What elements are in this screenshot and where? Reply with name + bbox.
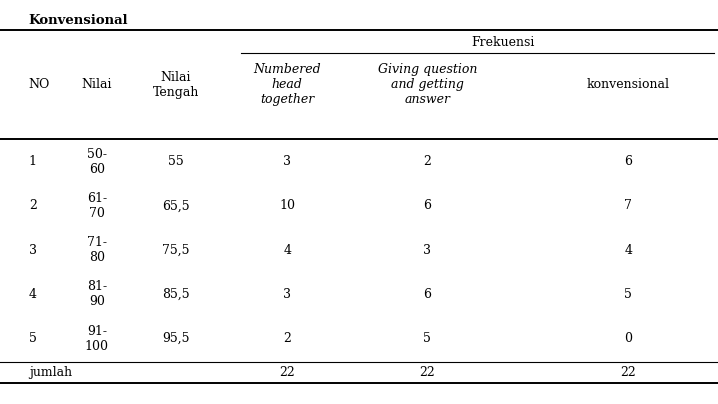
Text: 81-
90: 81- 90: [87, 280, 107, 308]
Text: 4: 4: [624, 244, 633, 257]
Text: 6: 6: [423, 288, 432, 301]
Text: 3: 3: [29, 244, 37, 257]
Text: jumlah: jumlah: [29, 366, 72, 379]
Text: 5: 5: [424, 332, 431, 345]
Text: 5: 5: [29, 332, 37, 345]
Text: 4: 4: [283, 244, 292, 257]
Text: 65,5: 65,5: [162, 199, 190, 212]
Text: 6: 6: [624, 155, 633, 168]
Text: 10: 10: [279, 199, 295, 212]
Text: 22: 22: [279, 366, 295, 379]
Text: 22: 22: [419, 366, 435, 379]
Text: konvensional: konvensional: [587, 78, 670, 91]
Text: Konvensional: Konvensional: [29, 14, 129, 27]
Text: NO: NO: [29, 78, 50, 91]
Text: 91-
100: 91- 100: [85, 325, 109, 353]
Text: Nilai: Nilai: [82, 78, 112, 91]
Text: 2: 2: [29, 199, 37, 212]
Text: 6: 6: [423, 199, 432, 212]
Text: 61-
70: 61- 70: [87, 192, 107, 220]
Text: 7: 7: [625, 199, 632, 212]
Text: Numbered
head
together: Numbered head together: [253, 63, 321, 106]
Text: 85,5: 85,5: [162, 288, 190, 301]
Text: 3: 3: [283, 155, 292, 168]
Text: 1: 1: [29, 155, 37, 168]
Text: 55: 55: [168, 155, 184, 168]
Text: 5: 5: [625, 288, 632, 301]
Text: 3: 3: [283, 288, 292, 301]
Text: 0: 0: [624, 332, 633, 345]
Text: 22: 22: [620, 366, 636, 379]
Text: 4: 4: [29, 288, 37, 301]
Text: Nilai
Tengah: Nilai Tengah: [153, 71, 199, 99]
Text: 3: 3: [423, 244, 432, 257]
Text: 71-
80: 71- 80: [87, 236, 107, 264]
Text: Giving question
and getting
answer: Giving question and getting answer: [378, 63, 477, 106]
Text: 50-
60: 50- 60: [87, 147, 107, 175]
Text: 2: 2: [284, 332, 291, 345]
Text: Frekuensi: Frekuensi: [471, 36, 534, 49]
Text: 75,5: 75,5: [162, 244, 190, 257]
Text: 95,5: 95,5: [162, 332, 190, 345]
Text: 2: 2: [424, 155, 431, 168]
